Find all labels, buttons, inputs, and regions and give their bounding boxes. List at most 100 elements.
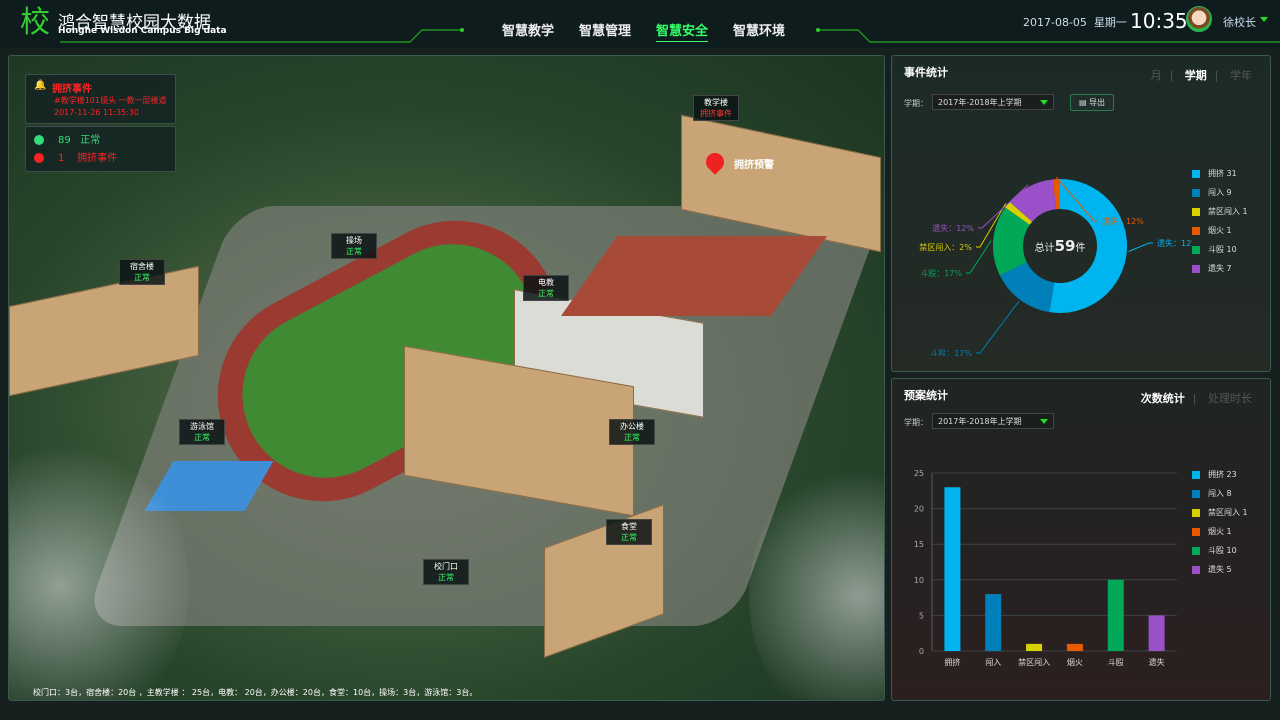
clock: 10:35 — [1130, 9, 1188, 33]
x-tick-label: 拥挤 — [944, 657, 960, 667]
building-label-pool[interactable]: 游泳馆 正常 — [179, 419, 225, 445]
y-tick-label: 25 — [914, 469, 924, 478]
building-name: 教学楼 — [704, 98, 728, 107]
legend-swatch — [1192, 226, 1200, 235]
app-subtitle: Honghe Wisdon Campus Big data — [58, 26, 227, 36]
legend-item: 拥挤 23 — [1192, 465, 1248, 484]
building-name: 校门口 — [434, 562, 458, 571]
chevron-down-icon[interactable] — [1260, 17, 1268, 22]
legend-item: 烟火 1 — [1192, 221, 1248, 240]
user-name[interactable]: 徐校长 — [1223, 16, 1256, 29]
slice-leader-line — [976, 301, 1020, 354]
building-name: 办公楼 — [620, 422, 644, 431]
slice-label: 斗殴：17% — [920, 269, 962, 278]
building-label-gate[interactable]: 校门口 正常 — [423, 559, 469, 585]
normal-label: 正常 — [80, 135, 101, 146]
legend-item: 烟火 1 — [1192, 522, 1248, 541]
camera-stats: 89 正常 1 拥挤事件 — [25, 126, 176, 172]
legend-item: 闯入 8 — [1192, 484, 1248, 503]
legend-swatch — [1192, 264, 1200, 273]
building-status: 正常 — [621, 533, 637, 542]
nav-smart-teaching[interactable]: 智慧教学 — [502, 24, 555, 39]
building-name: 游泳馆 — [190, 422, 214, 431]
term-label: 学期： — [904, 99, 928, 108]
total-part: 59 — [1055, 237, 1076, 255]
alarm-event-card[interactable]: 🔔 拥挤事件 #教学楼101镜头 一教一层楼道 2017-11-26 11:35:… — [25, 74, 176, 124]
panel-title: 预案统计 — [904, 389, 948, 402]
slice-leader-line — [976, 203, 1007, 248]
normal-count: 89 — [58, 135, 71, 146]
building-label-av[interactable]: 电教 正常 — [523, 275, 569, 301]
legend-item: 斗殴 10 — [1192, 541, 1248, 560]
x-tick-label: 斗殴 — [1108, 658, 1124, 667]
slice-label: 遗失：12% — [932, 223, 974, 233]
building-status: 正常 — [134, 273, 150, 282]
alarm-location: #教学楼101镜头 一教一层楼道 — [54, 96, 167, 105]
legend-label: 拥挤 23 — [1208, 470, 1237, 479]
y-tick-label: 0 — [919, 647, 924, 656]
donut-slice-5 — [1052, 179, 1060, 210]
legend-label: 拥挤 31 — [1208, 169, 1237, 178]
x-tick-label: 烟火 — [1067, 658, 1083, 667]
x-tick-label: 遗失 — [1149, 657, 1165, 667]
date-display: 2017-08-05 星期一 — [1023, 14, 1127, 30]
bar-4 — [1107, 579, 1124, 651]
plan-tabs: 次数统计 | 处理时长 — [1140, 392, 1252, 405]
legend-swatch — [1192, 470, 1200, 479]
x-tick-label: 闯入 — [985, 657, 1001, 667]
export-button[interactable]: ▤ 导出 — [1070, 94, 1114, 111]
building-name: 食堂 — [621, 522, 637, 531]
legend-swatch — [1192, 527, 1200, 536]
legend-swatch — [1192, 565, 1200, 574]
building-status: 正常 — [346, 247, 362, 256]
avatar[interactable] — [1186, 6, 1212, 32]
tab-duration[interactable]: 处理时长 — [1208, 392, 1252, 405]
slice-label: 斗殴：17% — [930, 349, 972, 356]
alert-count: 1 — [58, 153, 65, 164]
building-label-canteen[interactable]: 食堂 正常 — [606, 519, 652, 545]
building-label-playground[interactable]: 操场 正常 — [331, 233, 377, 259]
legend-swatch — [1192, 245, 1200, 254]
legend-item: 拥挤 31 — [1192, 164, 1248, 183]
dorm-building — [9, 265, 199, 397]
bar-0 — [944, 487, 961, 651]
legend-label: 斗殴 10 — [1208, 546, 1237, 555]
legend-swatch — [1192, 169, 1200, 178]
legend-swatch — [1192, 546, 1200, 555]
total-part: 总计 — [1035, 241, 1055, 254]
building-label-dorm[interactable]: 宿舍楼 正常 — [119, 259, 165, 285]
building-name: 电教 — [538, 278, 554, 287]
building-label-teaching[interactable]: 教学楼 拥挤事件 — [693, 95, 739, 121]
slice-leader-line — [1055, 176, 1098, 222]
tab-month[interactable]: 月 — [1150, 69, 1162, 82]
camera-summary: 校门口：3台，宿舍楼：20台 ，主教学楼 ： 25台，电教： 20台，办公楼：2… — [33, 688, 478, 697]
campus-map[interactable]: 🔔 拥挤事件 #教学楼101镜头 一教一层楼道 2017-11-26 11:35:… — [8, 55, 885, 701]
nav-smart-management[interactable]: 智慧管理 — [579, 24, 632, 39]
tab-count[interactable]: 次数统计 — [1140, 392, 1185, 405]
slice-label: 禁区闯入：2% — [919, 242, 972, 252]
donut-slice-3 — [1005, 201, 1033, 225]
legend-item: 斗殴 10 — [1192, 240, 1248, 259]
bar-legend: 拥挤 23 闯入 8 禁区闯入 1 烟火 1 斗殴 10 遗失 5 — [1192, 465, 1248, 579]
building-label-office[interactable]: 办公楼 正常 — [609, 419, 655, 445]
term-select[interactable]: 2017年-2018年上学期 — [932, 94, 1054, 110]
bar-3 — [1066, 643, 1083, 651]
legend-item: 禁区闯入 1 — [1192, 202, 1248, 221]
slice-label: 遗失：12% — [1157, 238, 1192, 248]
nav-smart-safety[interactable]: 智慧安全 — [656, 20, 709, 42]
bar-chart: 0 5 10 15 20 25 拥挤 闯入 禁区闯入 烟火 斗殴 遗失 — [914, 469, 1177, 667]
x-tick-label: 禁区闯入 — [1018, 657, 1050, 667]
legend-label: 斗殴 10 — [1208, 245, 1237, 254]
tab-term[interactable]: 学期 — [1184, 69, 1207, 82]
building-status: 正常 — [438, 573, 454, 582]
tab-year[interactable]: 学年 — [1230, 69, 1252, 82]
nav-smart-environment[interactable]: 智慧环境 — [733, 24, 786, 39]
donut-slice-4 — [1009, 179, 1057, 222]
building-status: 正常 — [624, 433, 640, 442]
weekday: 星期一 — [1093, 16, 1127, 29]
bar-5 — [1148, 615, 1165, 651]
camera-normal-icon — [34, 135, 44, 145]
camera-alert-icon — [34, 153, 44, 163]
term-select[interactable]: 2017年-2018年上学期 — [932, 413, 1054, 429]
term-label: 学期： — [904, 418, 928, 427]
